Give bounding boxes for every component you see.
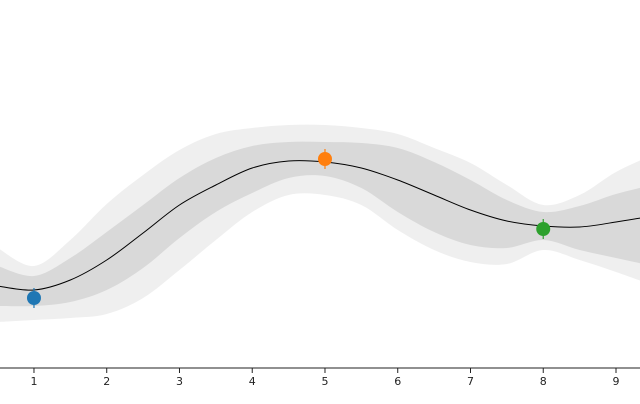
confidence-band (0, 141, 640, 307)
x-tick-label: 1 (30, 375, 37, 388)
x-tick-label: 6 (394, 375, 401, 388)
data-point (317, 152, 332, 166)
x-tick-label: 2 (103, 375, 110, 388)
data-point (536, 222, 551, 236)
x-tick-label: 7 (467, 375, 474, 388)
data-point (26, 291, 41, 305)
x-tick-label: 8 (540, 375, 547, 388)
x-tick-label: 3 (176, 375, 183, 388)
plot-area (0, 124, 640, 322)
x-tick-label: 4 (249, 375, 256, 388)
x-tick-label: 5 (321, 375, 328, 388)
confidence-band (0, 124, 640, 322)
x-tick-label: 9 (612, 375, 619, 388)
